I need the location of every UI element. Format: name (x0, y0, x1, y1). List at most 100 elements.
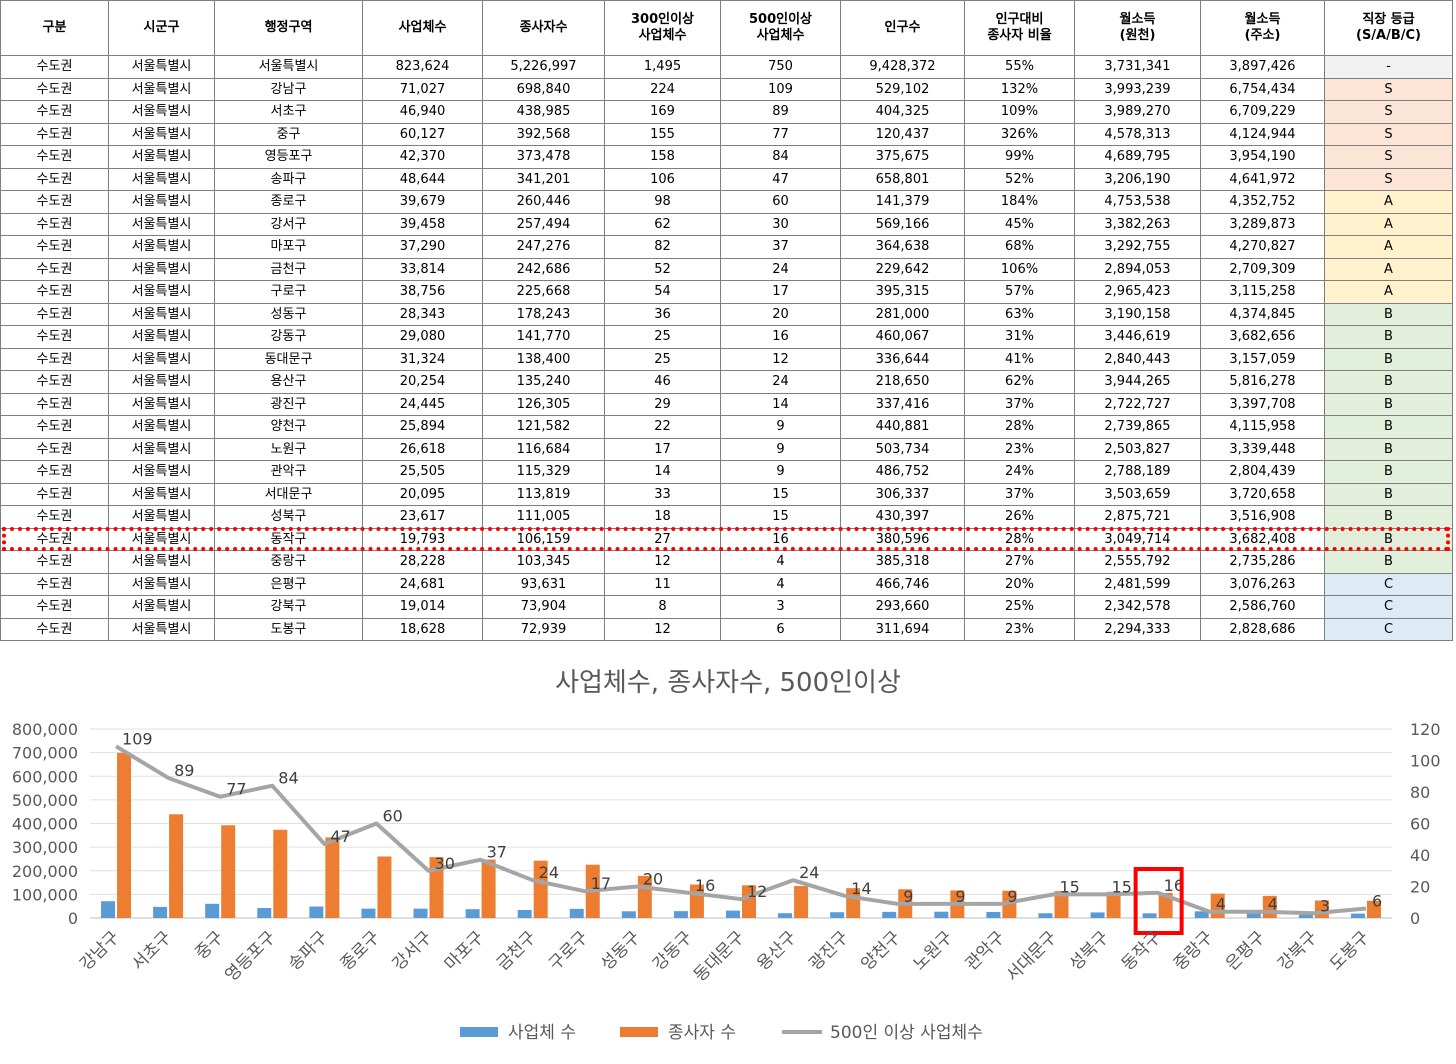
table-cell: 60 (720, 190, 841, 214)
y-right-tick-label: 100 (1410, 752, 1441, 771)
table-cell: 16 (720, 325, 841, 349)
bar-businesses (153, 906, 168, 918)
table-cell: 서대문구 (214, 482, 363, 506)
table-cell: 서울특별시 (108, 347, 215, 371)
table-cell: 15 (720, 482, 841, 506)
table-cell: 서울특별시 (108, 392, 215, 416)
table-cell: 수도권 (0, 505, 109, 529)
table-cell: 141,379 (840, 190, 965, 214)
table-cell: 금천구 (214, 257, 363, 281)
table-cell: 용산구 (214, 370, 363, 394)
y-left-tick-label: 300,000 (12, 838, 78, 857)
table-cell: 27% (964, 550, 1075, 574)
line-data-label: 4 (1216, 895, 1226, 914)
table-cell: 62% (964, 370, 1075, 394)
grade-cell: B (1324, 415, 1453, 439)
y-right-tick-label: 80 (1410, 783, 1430, 802)
bar-businesses (309, 906, 324, 918)
table-cell: 27 (604, 527, 721, 551)
table-cell: 11 (604, 572, 721, 596)
table-cell: 서울특별시 (108, 437, 215, 461)
table-cell: 106% (964, 257, 1075, 281)
table-cell: 28,343 (362, 302, 483, 326)
table-cell: 529,102 (840, 77, 965, 101)
table-cell: 수도권 (0, 145, 109, 169)
table-cell: 서울특별시 (108, 460, 215, 484)
table-cell: 3,954,190 (1200, 145, 1325, 169)
chart-title: 사업체수, 종사자수, 500인이상 (555, 668, 901, 698)
table-cell: 19,793 (362, 527, 483, 551)
table-cell: 12 (720, 347, 841, 371)
line-data-label: 47 (330, 827, 350, 846)
table-cell: 336,644 (840, 347, 965, 371)
table-cell: 강북구 (214, 595, 363, 619)
grade-cell: S (1324, 100, 1453, 124)
table-cell: 45% (964, 212, 1075, 236)
y-right-tick-label: 0 (1410, 909, 1420, 928)
table-cell: 수도권 (0, 437, 109, 461)
bar-businesses (465, 909, 480, 918)
x-tick-label: 구로구 (545, 927, 592, 974)
table-cell: 서울특별시 (108, 415, 215, 439)
line-data-label: 24 (539, 863, 559, 882)
table-row: 수도권 서울특별시 중구 60,127 392,568 155 77 120,437 326% 4… (0, 122, 1453, 146)
table-cell: 수도권 (0, 527, 109, 551)
y-right-tick-label: 20 (1410, 878, 1430, 897)
table-cell: 강동구 (214, 325, 363, 349)
table-cell: 5,816,278 (1200, 370, 1325, 394)
bar-employees (533, 860, 548, 918)
table-cell: 9 (720, 415, 841, 439)
table-row: 수도권 서울특별시 도봉구 18,628 72,939 12 6 311,694 23% 2,29… (0, 617, 1453, 641)
line-data-label: 9 (903, 887, 913, 906)
x-tick-label: 마포구 (441, 927, 488, 974)
table-row: 수도권 서울특별시 송파구 48,644 341,201 106 47 658,801 52% 3… (0, 167, 1453, 191)
table-cell: 24,445 (362, 392, 483, 416)
table-cell: 46 (604, 370, 721, 394)
table-cell: 30 (720, 212, 841, 236)
bar-businesses (726, 910, 740, 918)
table-cell: 4,641,972 (1200, 167, 1325, 191)
table-cell: 서울특별시 (108, 482, 215, 506)
bar-businesses (205, 903, 220, 918)
line-data-label: 84 (278, 769, 298, 788)
table-cell: 3,720,658 (1200, 482, 1325, 506)
table-cell: 강서구 (214, 212, 363, 236)
table-cell: 서울특별시 (108, 100, 215, 124)
table-cell: 성동구 (214, 302, 363, 326)
bar-businesses (778, 913, 793, 918)
table-cell: 68% (964, 235, 1075, 259)
table-cell: 수도권 (0, 415, 109, 439)
table-cell: 23% (964, 437, 1075, 461)
table-row: 수도권 서울특별시 종로구 39,679 260,446 98 60 141,379 184% 4… (0, 190, 1453, 214)
table-row: 수도권 서울특별시 서대문구 20,095 113,819 33 15 306,337 37% 3… (0, 482, 1453, 506)
table-cell: 24,681 (362, 572, 483, 596)
table-cell: 수도권 (0, 280, 109, 304)
table-cell: 385,318 (840, 550, 965, 574)
table-cell: 수도권 (0, 302, 109, 326)
table-cell: 60,127 (362, 122, 483, 146)
table-row: 수도권 서울특별시 중랑구 28,228 103,345 12 4 385,318 27% 2,5… (0, 550, 1453, 574)
table-cell: 6 (720, 617, 841, 641)
table-cell: 306,337 (840, 482, 965, 506)
table-cell: 도봉구 (214, 617, 363, 641)
table-cell: 658,801 (840, 167, 965, 191)
x-tick-label: 강남구 (76, 927, 123, 974)
bar-businesses (986, 911, 1001, 918)
table-cell: 수도권 (0, 190, 109, 214)
table-cell: 4,352,752 (1200, 190, 1325, 214)
line-data-label: 14 (851, 879, 871, 898)
x-tick-label: 강서구 (389, 927, 436, 974)
bar-businesses (1350, 913, 1365, 918)
table-cell: 111,005 (482, 505, 605, 529)
table-cell: 서울특별시 (108, 212, 215, 236)
table-row: 수도권 서울특별시 은평구 24,681 93,631 11 4 466,746 20% 2,48… (0, 572, 1453, 596)
table-cell: 4 (720, 572, 841, 596)
table-cell: 3,989,270 (1074, 100, 1201, 124)
table-cell: 3,993,239 (1074, 77, 1201, 101)
table-cell: 20 (720, 302, 841, 326)
grade-cell: C (1324, 572, 1453, 596)
table-cell: 4,578,313 (1074, 122, 1201, 146)
table-row: 수도권 서울특별시 서울특별시 823,624 5,226,997 1,495 750 9,4… (0, 55, 1453, 79)
table-row: 수도권 서울특별시 마포구 37,290 247,276 82 37 364,638 68% 3,… (0, 235, 1453, 259)
column-header: 300인이상 사업체수 (604, 0, 721, 56)
